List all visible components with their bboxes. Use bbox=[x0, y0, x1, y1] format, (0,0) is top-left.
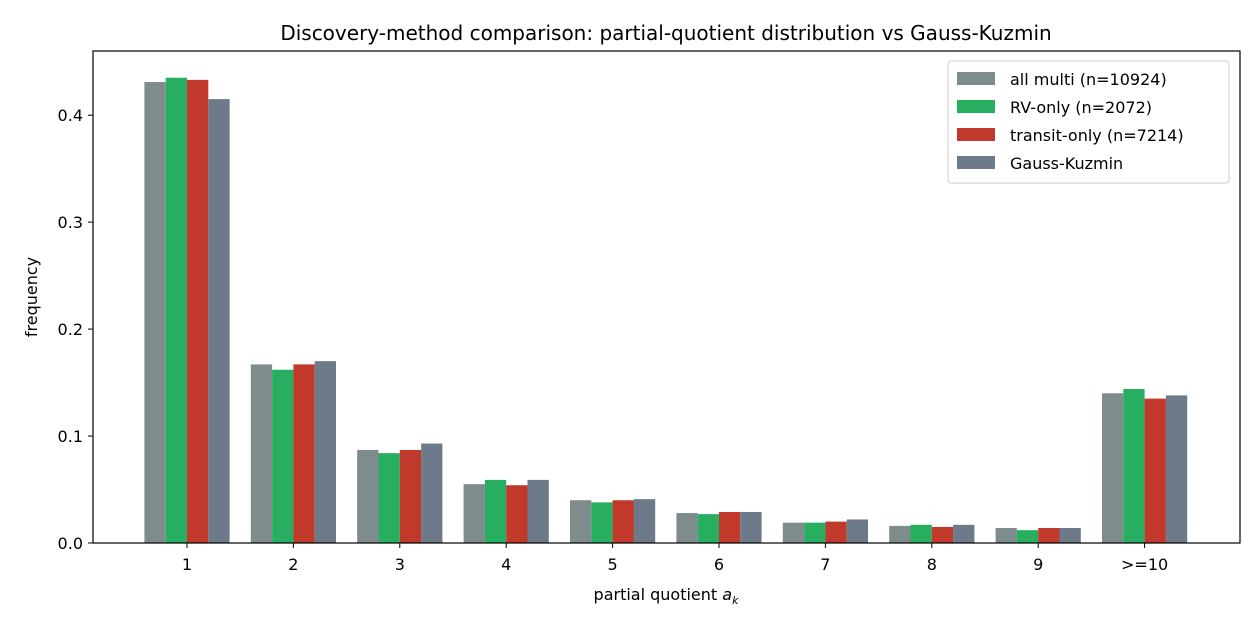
bar-2-1 bbox=[165, 77, 187, 544]
bar-4-8 bbox=[953, 524, 975, 543]
y-tick-label-3: 0.2 bbox=[58, 320, 83, 339]
x-axis-label-math: a bbox=[722, 585, 732, 604]
bar-1-6 bbox=[676, 513, 698, 543]
x-tick-label-6: 6 bbox=[714, 555, 724, 574]
legend-label-2: RV-only (n=2072) bbox=[1010, 98, 1152, 117]
bar-4-6 bbox=[740, 511, 762, 543]
legend-swatch-4 bbox=[957, 156, 995, 169]
x-tick-label-8: 8 bbox=[927, 555, 937, 574]
bar-3-2 bbox=[293, 364, 315, 543]
y-axis: 0.0 0.1 0.2 0.3 0.4 bbox=[58, 106, 93, 553]
bar-2-6 bbox=[697, 514, 719, 543]
bar-1-10 bbox=[1102, 393, 1124, 543]
bar-2-7 bbox=[804, 522, 826, 543]
bar-1-5 bbox=[570, 500, 592, 543]
bar-2-5 bbox=[591, 502, 613, 543]
y-tick-label-4: 0.3 bbox=[58, 213, 83, 232]
bars-group bbox=[144, 77, 1188, 544]
x-tick-label-9: 9 bbox=[1033, 555, 1043, 574]
y-axis-label: frequency bbox=[22, 257, 41, 337]
bar-3-7 bbox=[825, 521, 847, 543]
bar-3-10 bbox=[1144, 398, 1166, 543]
bar-4-3 bbox=[421, 443, 443, 543]
y-tick-label-2: 0.1 bbox=[58, 427, 83, 446]
x-tick-label-1: 1 bbox=[182, 555, 192, 574]
x-axis-label-text: partial quotient bbox=[594, 585, 723, 604]
x-tick-label-2: 2 bbox=[288, 555, 298, 574]
bar-4-10 bbox=[1165, 395, 1188, 543]
bar-3-5 bbox=[612, 500, 634, 543]
bar-3-9 bbox=[1038, 528, 1060, 543]
bar-3-8 bbox=[931, 526, 954, 543]
legend-label-3: transit-only (n=7214) bbox=[1010, 126, 1184, 145]
bar-2-2 bbox=[272, 369, 294, 543]
legend: all multi (n=10924) RV-only (n=2072) trans… bbox=[947, 60, 1230, 184]
bar-3-4 bbox=[506, 485, 528, 543]
legend-box bbox=[947, 60, 1230, 184]
plot-frame bbox=[92, 50, 1241, 544]
bar-1-2 bbox=[250, 364, 273, 543]
bar-3-6 bbox=[719, 511, 741, 543]
bar-4-7 bbox=[846, 519, 868, 543]
y-tick-label-5: 0.4 bbox=[58, 106, 83, 125]
bar-1-7 bbox=[782, 522, 805, 543]
bar-1-9 bbox=[995, 528, 1017, 543]
bar-1-3 bbox=[357, 449, 379, 543]
bar-4-2 bbox=[314, 361, 336, 543]
x-axis-label: partial quotient ak bbox=[594, 585, 740, 607]
bar-2-4 bbox=[484, 479, 507, 543]
legend-swatch-1 bbox=[957, 72, 995, 85]
legend-label-1: all multi (n=10924) bbox=[1010, 70, 1167, 89]
bar-2-10 bbox=[1123, 388, 1145, 543]
x-tick-label-7: 7 bbox=[820, 555, 830, 574]
y-tick-label-1: 0.0 bbox=[58, 534, 83, 553]
bar-4-5 bbox=[633, 499, 656, 543]
bar-3-1 bbox=[187, 79, 209, 543]
x-tick-label-5: 5 bbox=[608, 555, 618, 574]
bar-3-3 bbox=[399, 449, 422, 543]
bar-2-9 bbox=[1016, 530, 1039, 543]
bar-4-1 bbox=[208, 99, 230, 543]
bar-4-9 bbox=[1059, 528, 1081, 543]
x-tick-label-10: >=10 bbox=[1121, 555, 1168, 574]
chart-title: Discovery-method comparison: partial-quo… bbox=[280, 21, 1051, 45]
legend-swatch-2 bbox=[957, 100, 995, 113]
bar-1-1 bbox=[144, 82, 166, 544]
x-tick-label-4: 4 bbox=[501, 555, 511, 574]
bar-2-3 bbox=[378, 453, 400, 543]
bar-1-4 bbox=[463, 484, 485, 543]
x-tick-label-3: 3 bbox=[395, 555, 405, 574]
x-axis-label-subscript: k bbox=[732, 594, 739, 607]
bar-4-4 bbox=[527, 479, 549, 543]
legend-label-4: Gauss-Kuzmin bbox=[1010, 154, 1123, 173]
bar-2-8 bbox=[910, 524, 932, 543]
x-axis: 1 2 3 4 5 6 7 8 9 >=10 bbox=[182, 543, 1168, 574]
legend-swatch-3 bbox=[957, 128, 995, 141]
bar-1-8 bbox=[889, 525, 911, 543]
